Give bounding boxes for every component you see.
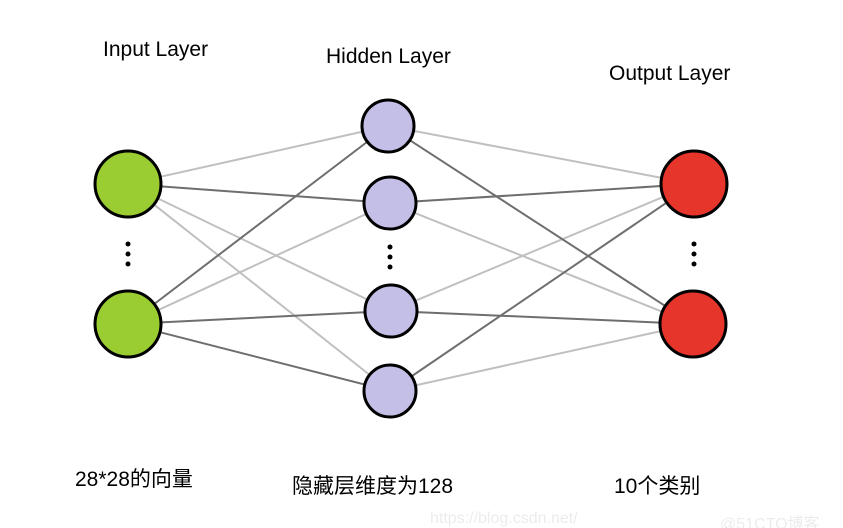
input-node-0 — [95, 151, 161, 217]
hidden-node-3 — [364, 365, 416, 417]
hidden-node-2 — [365, 285, 417, 337]
ellipsis-dot — [388, 245, 393, 250]
input-layer-title: Input Layer — [103, 38, 208, 62]
hidden-node-0 — [362, 100, 414, 152]
output-layer-title: Output Layer — [609, 62, 730, 86]
input-layer-caption: 28*28的向量 — [75, 463, 193, 493]
ellipsis-dot — [126, 242, 131, 247]
ellipsis-dot — [692, 252, 697, 257]
ellipsis-dot — [126, 262, 131, 267]
hidden-layer-caption: 隐藏层维度为128 — [292, 470, 453, 500]
ellipsis-dot — [388, 265, 393, 270]
output-layer-caption: 10个类别 — [614, 470, 700, 500]
output-node-0 — [661, 151, 727, 217]
hidden-layer-title: Hidden Layer — [326, 45, 451, 69]
input-node-1 — [95, 291, 161, 357]
ellipsis-dot — [126, 252, 131, 257]
output-node-1 — [660, 291, 726, 357]
hidden-node-1 — [364, 177, 416, 229]
ellipsis-dot — [692, 262, 697, 267]
ellipsis-dot — [692, 242, 697, 247]
ellipsis-dot — [388, 255, 393, 260]
